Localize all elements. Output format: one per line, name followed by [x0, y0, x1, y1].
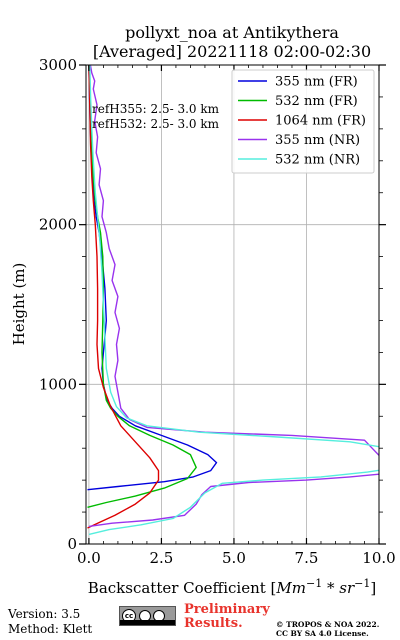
series-line-1 [87, 65, 197, 508]
series-line-4 [88, 65, 379, 536]
plot-frame [85, 64, 380, 545]
y-tick-label: 0 [67, 535, 77, 553]
legend-label: 532 nm (FR) [275, 94, 358, 109]
series-line-2 [87, 65, 160, 529]
y-tick-label: 2000 [39, 216, 77, 234]
legend-label: 355 nm (NR) [275, 133, 360, 148]
legend-box [231, 69, 375, 174]
legend-label: 1064 nm (FR) [275, 114, 366, 129]
y-tick-label: 1000 [39, 375, 77, 393]
preliminary-results-note: Preliminary Results. [184, 602, 270, 631]
series-lines [87, 65, 379, 536]
chart-title-line1: pollyxt_noa at Antikythera [125, 23, 339, 42]
legend-label: 532 nm (NR) [275, 153, 360, 168]
x-tick-label: 10.0 [362, 549, 395, 567]
x-axis-label: Backscatter Coefficient [Mm−1 * sr−1] [88, 577, 376, 597]
version-label: Version: 3.5 [8, 607, 81, 621]
backscatter-profile-chart: pollyxt_noa at Antikythera [Averaged] 20… [10, 23, 396, 597]
y-axis-label: Height (m) [10, 263, 28, 346]
copyright-note: © TROPOS & NOA 2022. CC BY SA 4.0 Licens… [276, 620, 380, 638]
cc-license-badge: cc [119, 606, 176, 626]
legend-label: 355 nm (FR) [275, 75, 358, 90]
legend: 355 nm (FR) 532 nm (FR) 1064 nm (FR) 355 nm… [231, 69, 375, 174]
x-tick-label: 7.5 [295, 549, 319, 567]
method-label: Method: Klett [8, 622, 93, 636]
x-tick-label: 0.0 [77, 549, 101, 567]
axis-ticks: 0.0 2.5 5.0 7.5 10.0 0 1000 2000 3000 [39, 56, 396, 567]
x-tick-label: 2.5 [149, 549, 173, 567]
annotation-refh532: refH532: 2.5- 3.0 km [92, 117, 220, 131]
chart-title-line2: [Averaged] 20221118 02:00-02:30 [93, 42, 371, 61]
annotation-refh355: refH355: 2.5- 3.0 km [92, 102, 220, 116]
y-tick-label: 3000 [39, 56, 77, 74]
series-line-3 [88, 65, 379, 528]
x-tick-label: 5.0 [222, 549, 246, 567]
